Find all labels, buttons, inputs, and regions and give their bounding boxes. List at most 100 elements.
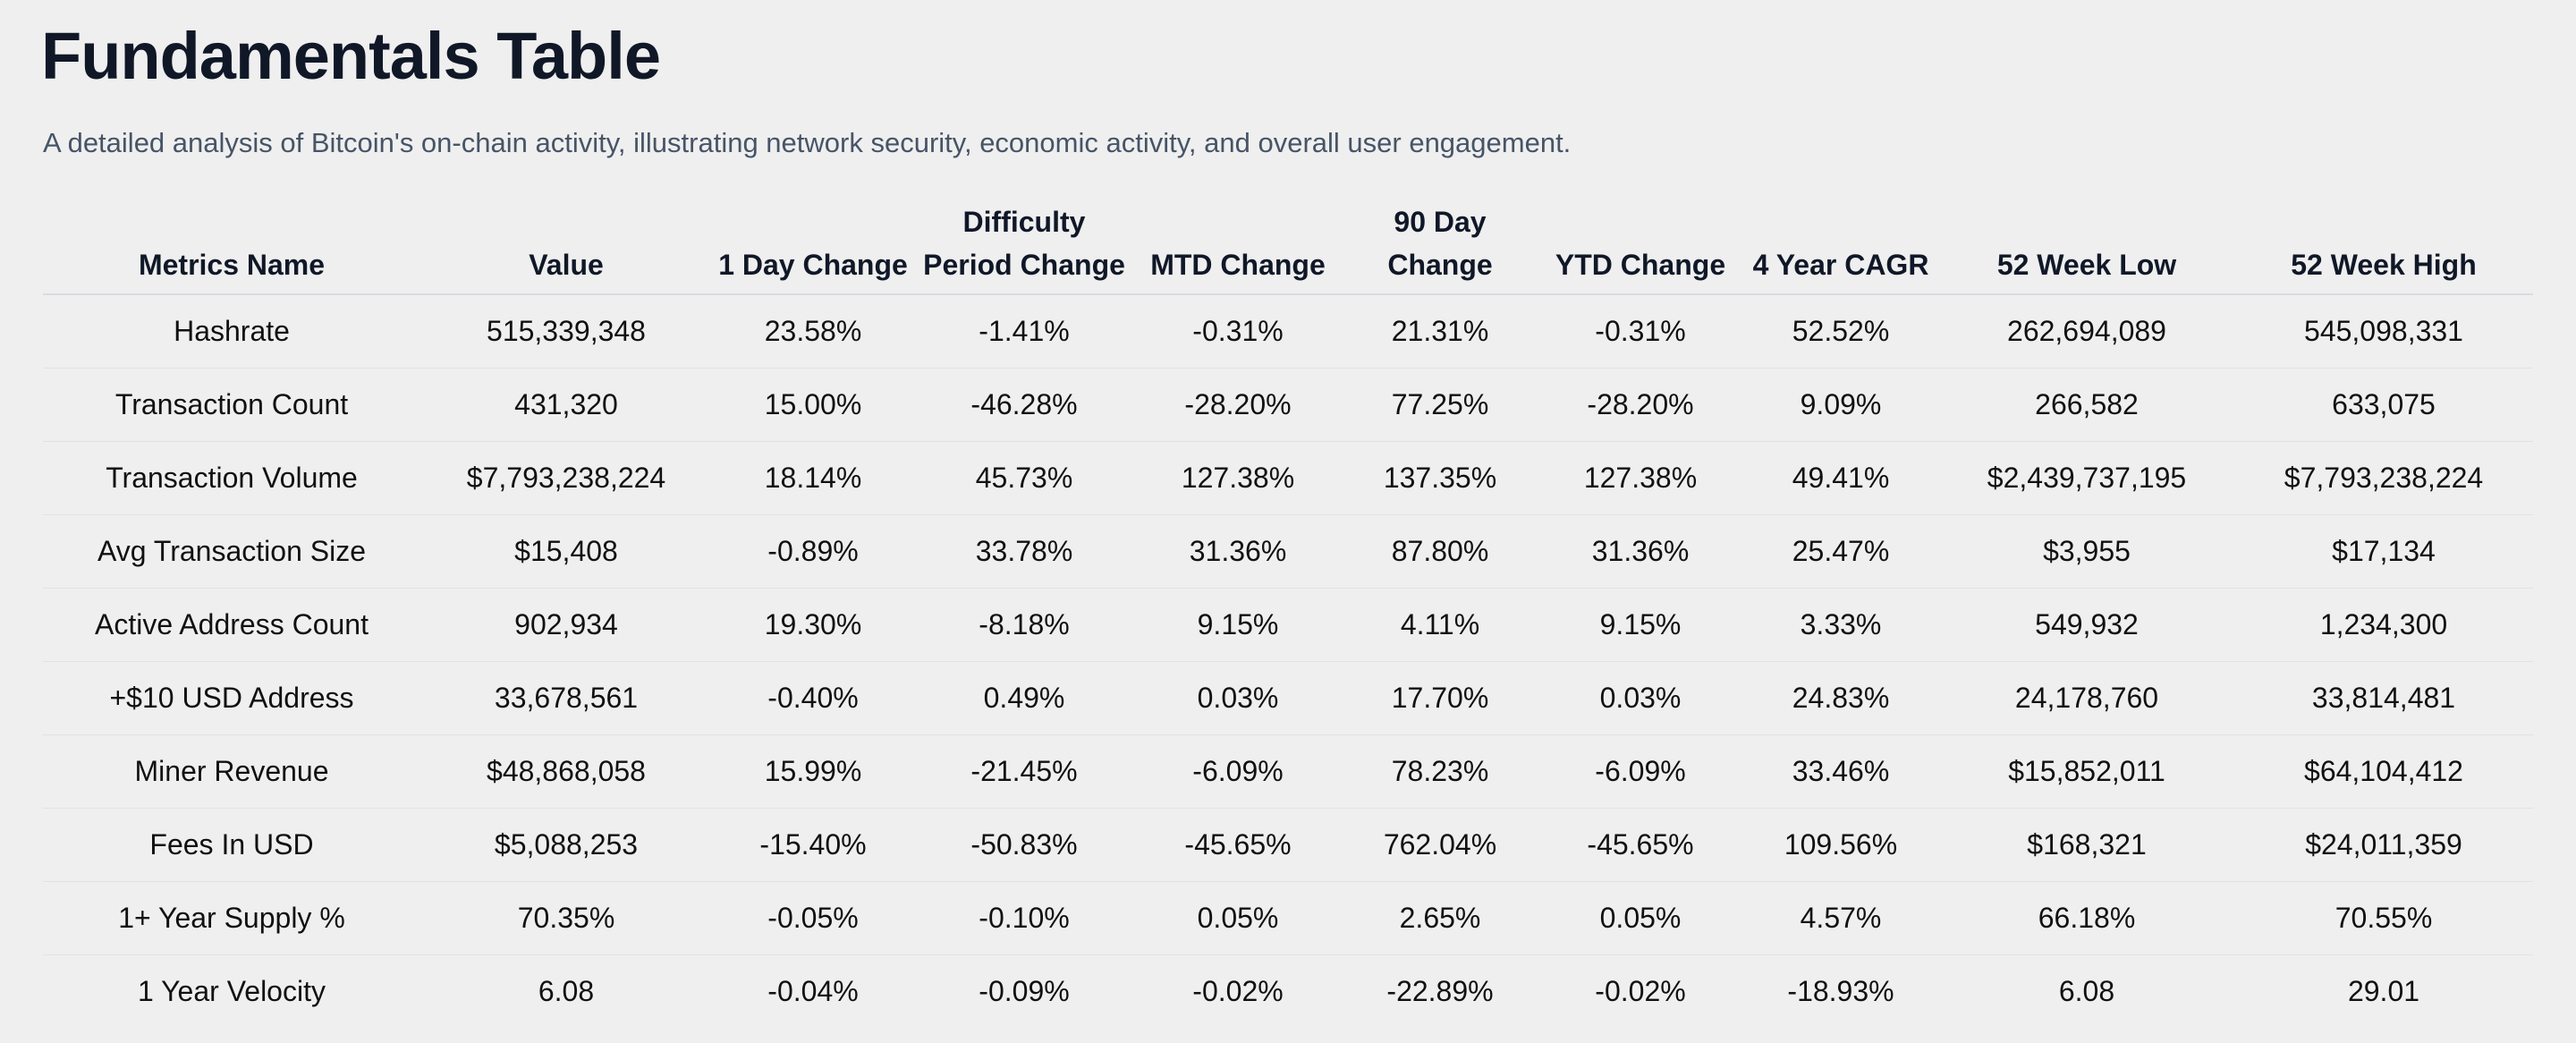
difficulty-period-change-cell: -0.10% — [914, 881, 1134, 955]
52-week-high-cell: $24,011,359 — [2234, 808, 2533, 882]
table-row: 1+ Year Supply % 70.35% -0.05% -0.10% 0.05% 2… — [43, 881, 2533, 955]
1-day-change-cell: -0.04% — [767, 975, 859, 1007]
difficulty-period-change-cell: -50.83% — [914, 808, 1134, 882]
column-header-1-day-change: 1 Day Change — [712, 190, 914, 295]
52-week-low-cell: 266,582 — [1939, 368, 2234, 442]
52-week-high-cell: 29.01 — [2347, 975, 2420, 1007]
difficulty-period-change-cell: 0.49% — [914, 661, 1134, 735]
52-week-high-cell: 1,234,300 — [2234, 588, 2533, 662]
52-week-high-cell: $64,104,412 — [2234, 734, 2533, 809]
mtd-change-cell: 9.15% — [1134, 588, 1342, 662]
value-cell: $7,793,238,224 — [420, 441, 712, 515]
table-header-row: Metrics Name Value 1 Day Change Difficul… — [43, 190, 2533, 295]
difficulty-period-change-cell: -1.41% — [914, 294, 1134, 369]
column-header-mtd-change: MTD Change — [1134, 190, 1342, 295]
52-week-high-cell: $17,134 — [2234, 514, 2533, 589]
52-week-low-cell: 6.08 — [2058, 975, 2115, 1007]
ytd-change-cell: 0.03% — [1538, 661, 1742, 735]
90-day-change-cell: -22.89% — [1386, 975, 1494, 1007]
90-day-change-cell: 87.80% — [1342, 514, 1538, 589]
table-row: +$10 USD Address 33,678,561 -0.40% 0.49% 0.0… — [43, 661, 2533, 735]
value-cell: $5,088,253 — [420, 808, 712, 882]
mtd-change-cell: -28.20% — [1134, 368, 1342, 442]
column-header-52-week-high: 52 Week High — [2234, 190, 2533, 295]
mtd-change-cell: -0.31% — [1134, 294, 1342, 369]
4-year-cagr-cell: 49.41% — [1742, 441, 1939, 515]
52-week-high-cell: 70.55% — [2234, 881, 2533, 955]
column-header-difficulty-period-change: Difficulty Period Change — [914, 190, 1134, 295]
mtd-change-cell: -0.02% — [1192, 975, 1284, 1007]
52-week-low-cell: 549,932 — [1939, 588, 2234, 662]
90-day-change-cell: 4.11% — [1342, 588, 1538, 662]
metric-name-cell: Avg Transaction Size — [43, 514, 420, 589]
1-day-change-cell: 23.58% — [712, 294, 914, 369]
ytd-change-cell: -28.20% — [1538, 368, 1742, 442]
90-day-change-cell: 137.35% — [1342, 441, 1538, 515]
52-week-high-cell: $7,793,238,224 — [2234, 441, 2533, 515]
4-year-cagr-cell: 3.33% — [1742, 588, 1939, 662]
column-header-value: Value — [420, 190, 712, 295]
90-day-change-cell: 21.31% — [1342, 294, 1538, 369]
90-day-change-cell: 2.65% — [1342, 881, 1538, 955]
4-year-cagr-cell: 4.57% — [1742, 881, 1939, 955]
column-header-metrics-name: Metrics Name — [43, 190, 420, 295]
ytd-change-cell: 127.38% — [1538, 441, 1742, 515]
4-year-cagr-cell: 24.83% — [1742, 661, 1939, 735]
difficulty-period-change-cell: -21.45% — [914, 734, 1134, 809]
90-day-change-cell: 17.70% — [1342, 661, 1538, 735]
page-subtitle: A detailed analysis of Bitcoin's on-chai… — [43, 127, 1572, 158]
4-year-cagr-cell: 9.09% — [1742, 368, 1939, 442]
52-week-low-cell: $2,439,737,195 — [1939, 441, 2234, 515]
1-day-change-cell: -15.40% — [712, 808, 914, 882]
table-row: Transaction Count 431,320 15.00% -46.28% -28… — [43, 368, 2533, 442]
4-year-cagr-cell: -18.93% — [1787, 975, 1894, 1007]
metric-name-cell: 1 Year Velocity — [138, 975, 326, 1007]
table-body: Hashrate 515,339,348 23.58% -1.41% -0.31% 21.… — [43, 294, 2533, 1028]
mtd-change-cell: 0.03% — [1134, 661, 1342, 735]
table-row: 1 Year Velocity 6.08 -0.04% -0.09% -0.02% -22… — [43, 955, 2533, 1029]
52-week-low-cell: 66.18% — [1939, 881, 2234, 955]
ytd-change-cell: -0.31% — [1538, 294, 1742, 369]
4-year-cagr-cell: 25.47% — [1742, 514, 1939, 589]
value-cell: $48,868,058 — [420, 734, 712, 809]
metric-name-cell: Active Address Count — [43, 588, 420, 662]
52-week-low-cell: $3,955 — [1939, 514, 2234, 589]
4-year-cagr-cell: 52.52% — [1742, 294, 1939, 369]
fundamentals-table: Metrics Name Value 1 Day Change Difficul… — [43, 190, 2533, 1028]
ytd-change-cell: 31.36% — [1538, 514, 1742, 589]
1-day-change-cell: -0.40% — [712, 661, 914, 735]
1-day-change-cell: 19.30% — [712, 588, 914, 662]
table-row: Miner Revenue $48,868,058 15.99% -21.45% -6.… — [43, 734, 2533, 809]
metric-name-cell: Fees In USD — [43, 808, 420, 882]
difficulty-period-change-cell: -8.18% — [914, 588, 1134, 662]
52-week-high-cell: 633,075 — [2234, 368, 2533, 442]
metric-name-cell: Miner Revenue — [43, 734, 420, 809]
column-header-52-week-low: 52 Week Low — [1939, 190, 2234, 295]
metric-name-cell: Hashrate — [43, 294, 420, 369]
table-header: Metrics Name Value 1 Day Change Difficul… — [43, 190, 2533, 295]
1-day-change-cell: 18.14% — [712, 441, 914, 515]
ytd-change-cell: 0.05% — [1538, 881, 1742, 955]
4-year-cagr-cell: 33.46% — [1742, 734, 1939, 809]
difficulty-period-change-cell: -46.28% — [914, 368, 1134, 442]
mtd-change-cell: 127.38% — [1134, 441, 1342, 515]
table-row: Fees In USD $5,088,253 -15.40% -50.83% -45.6… — [43, 808, 2533, 882]
column-header-4-year-cagr: 4 Year CAGR — [1742, 190, 1939, 295]
52-week-low-cell: $15,852,011 — [1939, 734, 2234, 809]
90-day-change-cell: 78.23% — [1342, 734, 1538, 809]
value-cell: 515,339,348 — [420, 294, 712, 369]
ytd-change-cell: 9.15% — [1538, 588, 1742, 662]
value-cell: 6.08 — [538, 975, 595, 1007]
metric-name-cell: Transaction Volume — [43, 441, 420, 515]
90-day-change-cell: 762.04% — [1342, 808, 1538, 882]
52-week-high-cell: 545,098,331 — [2234, 294, 2533, 369]
difficulty-period-change-cell: 33.78% — [914, 514, 1134, 589]
difficulty-period-change-cell: -0.09% — [979, 975, 1070, 1007]
value-cell: 902,934 — [420, 588, 712, 662]
90-day-change-cell: 77.25% — [1342, 368, 1538, 442]
metric-name-cell: Transaction Count — [43, 368, 420, 442]
table-row: Active Address Count 902,934 19.30% -8.18% 9… — [43, 588, 2533, 662]
52-week-low-cell: 262,694,089 — [1939, 294, 2234, 369]
ytd-change-cell: -6.09% — [1538, 734, 1742, 809]
mtd-change-cell: -45.65% — [1134, 808, 1342, 882]
